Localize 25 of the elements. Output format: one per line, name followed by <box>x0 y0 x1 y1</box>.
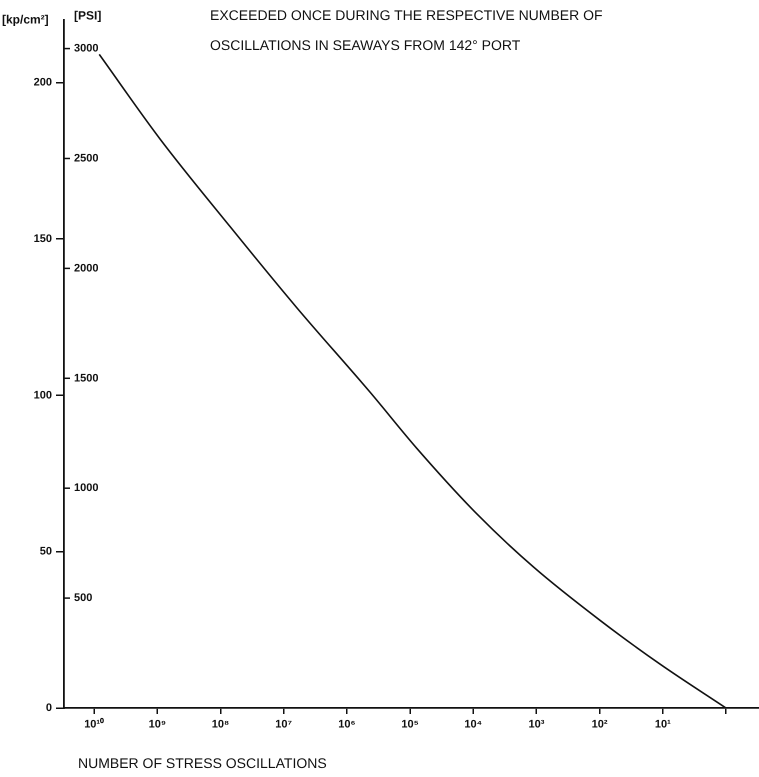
x-axis-title: NUMBER OF STRESS OSCILLATIONS <box>78 754 327 771</box>
chart-title: EXCEEDED ONCE DURING THE RESPECTIVE NUMBER OF OSCILLATIONS IN SEAWAYS FROM 142° PORT <box>210 6 603 53</box>
x-tick-label: 10⁶ <box>338 718 356 731</box>
x-tick-label: 10⁸ <box>212 718 230 731</box>
x-tick-label: 10³ <box>528 718 545 731</box>
y-tick-label: 0 <box>46 702 52 714</box>
y-tick-label: 150 <box>34 232 52 245</box>
x-tick-label: 10¹⁰ <box>84 718 104 731</box>
y2-tick-label: 3000 <box>74 42 98 55</box>
x-tick-label: 10² <box>592 718 608 731</box>
y2-tick-label: 2500 <box>74 152 98 165</box>
y-tick-label: 100 <box>34 389 52 402</box>
y2-tick-label: 2000 <box>74 262 98 274</box>
y2-axis-title: [PSI] <box>74 8 102 22</box>
x-tick-label: 10⁷ <box>275 718 293 731</box>
y-tick-label: 50 <box>40 546 52 558</box>
x-tick-label: 10⁹ <box>148 718 166 731</box>
x-tick-label: 10⁵ <box>401 718 419 731</box>
x-tick-label: 10¹ <box>654 718 672 731</box>
x-tick-label: 10⁴ <box>464 718 482 731</box>
y2-tick-label: 1000 <box>74 482 98 494</box>
y2-tick-label: 500 <box>74 592 92 604</box>
y2-tick-label: 1500 <box>74 372 98 384</box>
y-axis-title: [kp/cm²] <box>2 12 49 26</box>
y-tick-label: 200 <box>34 76 52 89</box>
